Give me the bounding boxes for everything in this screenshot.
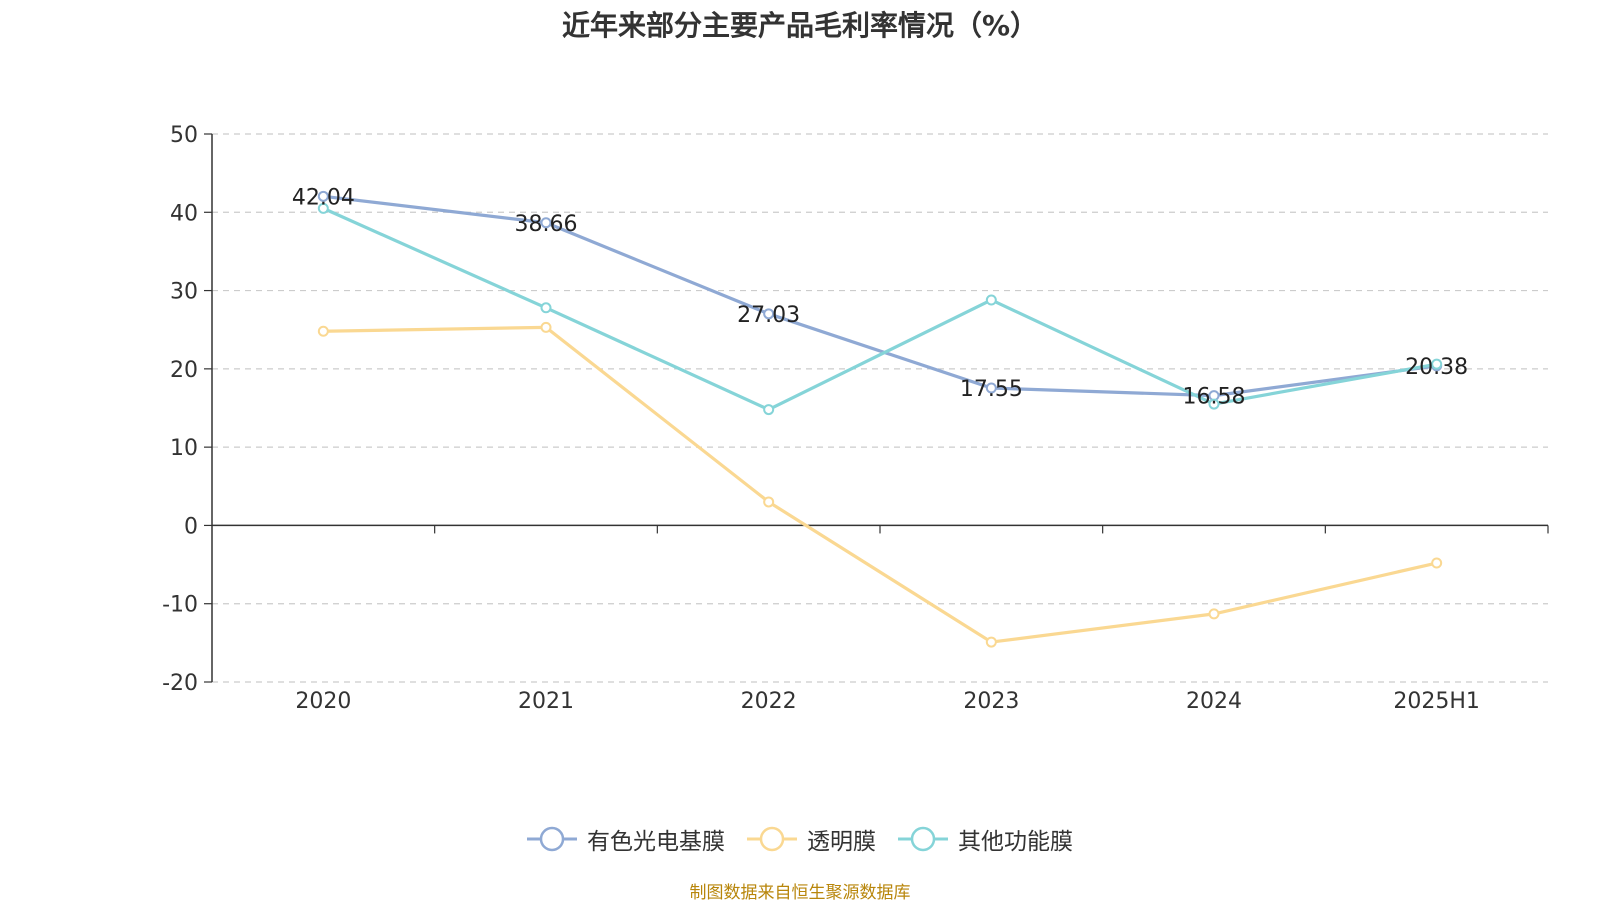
y-tick-label: 0	[184, 514, 198, 539]
legend-item[interactable]: 有色光电基膜	[527, 822, 725, 856]
data-label: 42.04	[292, 185, 355, 210]
x-tick-label: 2022	[741, 689, 797, 714]
data-label: 27.03	[737, 303, 800, 328]
legend-item[interactable]: 其他功能膜	[898, 822, 1073, 856]
data-point	[540, 321, 552, 333]
label-layer: 42.04 38.66 27.03 17.55 16.58 20.38	[292, 185, 1468, 409]
legend-swatch-icon	[898, 826, 948, 852]
legend-swatch-icon	[747, 826, 797, 852]
series-layer	[317, 190, 1443, 648]
data-point	[540, 302, 552, 314]
data-point	[1431, 358, 1443, 370]
data-point	[763, 496, 775, 508]
data-point	[985, 382, 997, 394]
axis-layer: 50 40 30 20 10 0 -10 -20 2020 2021 2022 2023 2024 202…	[162, 123, 1549, 714]
data-point	[1431, 557, 1443, 569]
x-tick-label: 2025H1	[1393, 689, 1480, 714]
chart-title: 近年来部分主要产品毛利率情况（%）	[561, 9, 1039, 42]
legend-swatch-icon	[527, 826, 577, 852]
legend-item[interactable]: 透明膜	[747, 822, 876, 856]
legend: 有色光电基膜 透明膜 其他功能膜	[0, 822, 1600, 856]
y-tick-label: -10	[162, 593, 198, 618]
data-label: 16.58	[1183, 385, 1246, 410]
data-point	[985, 294, 997, 306]
data-point	[317, 190, 329, 202]
x-tick-label: 2024	[1186, 689, 1242, 714]
series-line-2	[322, 206, 1437, 412]
data-point	[763, 404, 775, 416]
x-tick-label: 2020	[295, 689, 351, 714]
legend-label: 透明膜	[807, 829, 876, 855]
data-point	[985, 636, 997, 648]
series-line-0	[323, 194, 1437, 398]
data-point	[540, 217, 552, 229]
data-point	[763, 308, 775, 320]
series-line-1	[323, 325, 1438, 644]
data-label: 20.38	[1405, 355, 1468, 380]
source-note: 制图数据来自恒生聚源数据库	[689, 883, 911, 903]
data-point	[317, 325, 329, 337]
data-point	[1208, 608, 1220, 620]
legend-label: 其他功能膜	[958, 829, 1073, 855]
data-point	[317, 202, 329, 214]
data-point	[1208, 398, 1220, 410]
data-label: 17.55	[960, 377, 1023, 402]
x-tick-label: 2021	[518, 689, 574, 714]
x-tick-label: 2023	[963, 689, 1019, 714]
y-tick-label: 30	[170, 280, 198, 305]
y-tick-label: 10	[170, 436, 198, 461]
y-tick-label: 40	[170, 201, 198, 226]
y-tick-label: -20	[162, 671, 198, 696]
y-tick-label: 20	[170, 358, 198, 383]
legend-label: 有色光电基膜	[587, 829, 725, 855]
y-tick-label: 50	[170, 123, 198, 148]
data-label: 38.66	[515, 212, 578, 237]
grid-layer	[212, 133, 1548, 683]
